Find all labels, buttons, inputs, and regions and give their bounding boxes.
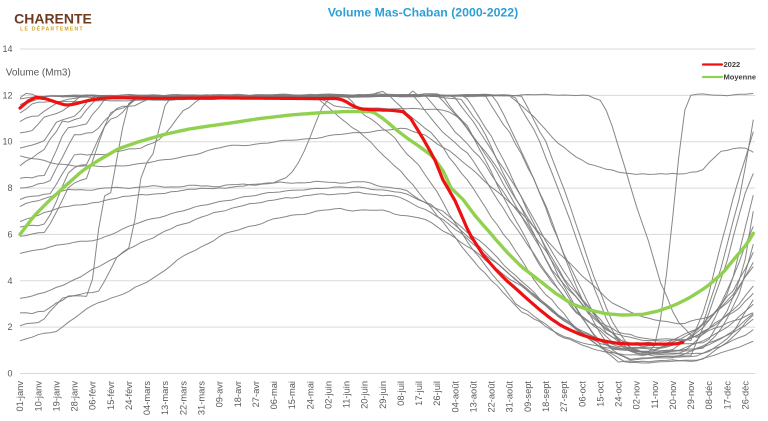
svg-text:CHARENTE: CHARENTE <box>14 11 92 27</box>
svg-text:18-sept: 18-sept <box>541 381 551 412</box>
svg-text:6: 6 <box>7 229 12 239</box>
svg-text:22-août: 22-août <box>487 381 497 413</box>
svg-text:19-janv: 19-janv <box>52 381 62 412</box>
svg-text:04-mars: 04-mars <box>142 381 152 415</box>
svg-text:24-oct: 24-oct <box>614 381 624 407</box>
svg-text:24-mai: 24-mai <box>305 381 315 409</box>
svg-text:28-janv: 28-janv <box>70 381 80 412</box>
svg-text:26-juil: 26-juil <box>432 381 442 406</box>
svg-text:2022: 2022 <box>724 60 741 69</box>
svg-text:15-févr: 15-févr <box>106 381 116 410</box>
svg-text:13-août: 13-août <box>469 381 479 413</box>
svg-text:10: 10 <box>2 137 12 147</box>
svg-text:LE DÉPARTEMENT: LE DÉPARTEMENT <box>20 25 84 33</box>
svg-text:22-mars: 22-mars <box>178 381 188 415</box>
svg-text:06-févr: 06-févr <box>88 381 98 410</box>
svg-text:14: 14 <box>2 44 12 54</box>
svg-text:0: 0 <box>7 369 12 379</box>
svg-text:18-avr: 18-avr <box>233 381 243 407</box>
svg-text:08-juil: 08-juil <box>396 381 406 406</box>
svg-text:06-mai: 06-mai <box>269 381 279 409</box>
svg-text:31-mars: 31-mars <box>197 381 207 415</box>
svg-text:15-oct: 15-oct <box>595 381 605 407</box>
svg-text:20-juin: 20-juin <box>360 381 370 409</box>
svg-text:11-juin: 11-juin <box>342 381 352 408</box>
svg-text:29-juin: 29-juin <box>378 381 388 409</box>
svg-text:02-juin: 02-juin <box>323 381 333 409</box>
svg-text:26-déc: 26-déc <box>740 381 750 410</box>
svg-text:06-oct: 06-oct <box>577 381 587 407</box>
svg-text:4: 4 <box>7 276 12 286</box>
svg-text:04-août: 04-août <box>450 381 460 413</box>
svg-text:09-avr: 09-avr <box>215 381 225 407</box>
svg-text:02-nov: 02-nov <box>632 381 642 410</box>
svg-text:11-nov: 11-nov <box>650 381 660 409</box>
svg-text:08-déc: 08-déc <box>704 381 714 410</box>
svg-text:15-mai: 15-mai <box>287 381 297 409</box>
svg-text:13-mars: 13-mars <box>160 381 170 415</box>
svg-text:10-janv: 10-janv <box>33 381 43 412</box>
svg-text:01-janv: 01-janv <box>15 381 25 412</box>
svg-text:Moyenne: Moyenne <box>724 73 757 82</box>
svg-text:09-sept: 09-sept <box>523 381 533 412</box>
svg-text:12: 12 <box>2 90 12 100</box>
svg-text:Volume (Mm3): Volume (Mm3) <box>6 68 71 79</box>
svg-text:24-févr: 24-févr <box>124 381 134 410</box>
svg-text:27-avr: 27-avr <box>251 381 261 407</box>
svg-text:20-nov: 20-nov <box>668 381 678 410</box>
svg-text:8: 8 <box>7 183 12 193</box>
svg-text:17-déc: 17-déc <box>722 381 732 410</box>
svg-text:31-août: 31-août <box>505 381 515 413</box>
svg-text:Volume Mas-Chaban (2000-2022): Volume Mas-Chaban (2000-2022) <box>328 6 518 20</box>
svg-text:2: 2 <box>7 322 12 332</box>
svg-text:29-nov: 29-nov <box>686 381 696 410</box>
svg-text:27-sept: 27-sept <box>559 381 569 412</box>
svg-text:17-juil: 17-juil <box>414 381 424 406</box>
